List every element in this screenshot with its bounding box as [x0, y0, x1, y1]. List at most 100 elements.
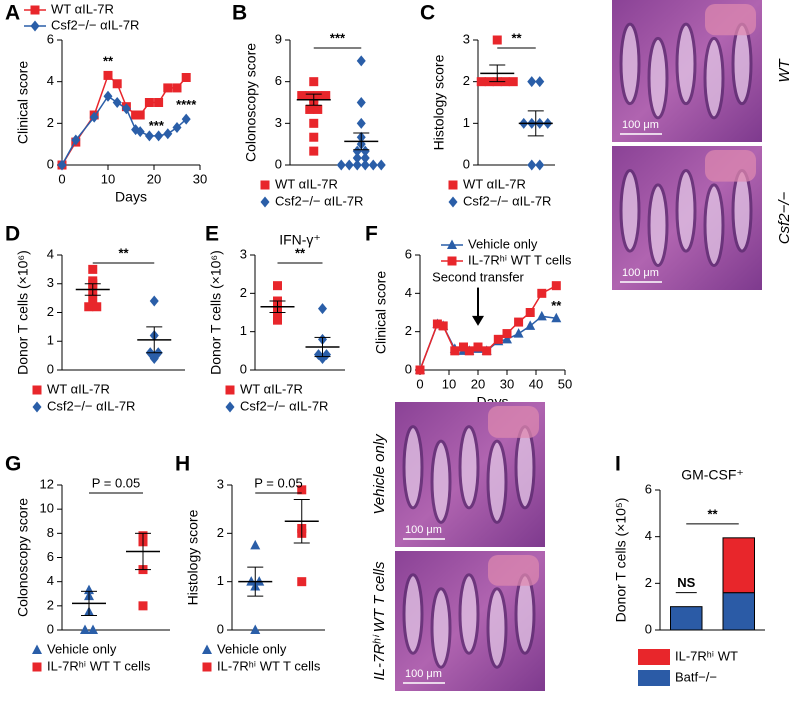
crypt	[402, 573, 424, 655]
panel-letter: E	[205, 223, 219, 246]
crypt	[647, 183, 669, 268]
point	[415, 365, 425, 375]
y-tick-label: 3	[217, 476, 224, 491]
y-axis-label: Clinical score	[373, 271, 389, 354]
point	[297, 485, 307, 495]
point	[149, 295, 159, 307]
legend-label: Batf−/−	[675, 669, 717, 684]
y-axis-label: Clinical score	[15, 61, 31, 144]
y-axis-label: Colonoscopy score	[15, 498, 31, 617]
point	[356, 97, 366, 108]
point	[103, 70, 113, 80]
point	[181, 73, 191, 82]
x-tick-label: 0	[416, 376, 423, 391]
point	[344, 159, 354, 171]
legend-label: Csf2−/− αIL-7R	[463, 193, 551, 208]
point	[352, 145, 362, 157]
point	[356, 55, 366, 67]
point	[313, 104, 323, 114]
y-tick-label: 9	[275, 31, 282, 46]
point	[88, 624, 98, 634]
legend-label: WT αIL-7R	[47, 381, 110, 396]
y-tick-label: 0	[217, 621, 224, 636]
scale-label: 100 μm	[622, 267, 659, 279]
point	[309, 77, 319, 87]
point	[360, 145, 370, 157]
crypt	[675, 22, 697, 106]
legend-label: WT αIL-7R	[240, 381, 303, 396]
y-tick-label: 4	[47, 573, 54, 588]
bar-segment	[722, 537, 755, 594]
y-tick-label: 2	[217, 525, 224, 540]
point	[360, 152, 370, 164]
y-tick-label: 1	[240, 323, 247, 338]
x-tick-label: 0	[58, 171, 65, 186]
legend-marker	[225, 401, 235, 413]
x-tick-label: 10	[442, 376, 456, 391]
legend-marker	[202, 644, 212, 654]
point	[318, 303, 327, 315]
point	[352, 152, 362, 164]
point	[71, 134, 81, 146]
y-tick-label: 0	[405, 361, 412, 376]
y-axis-label: Donor T cells (×10⁵)	[613, 498, 629, 623]
annotation: NS	[677, 575, 695, 590]
legend-marker	[32, 662, 42, 672]
crypt	[486, 587, 508, 669]
point	[502, 329, 512, 339]
y-tick-label: 10	[40, 501, 54, 516]
point	[309, 132, 319, 142]
crypt	[619, 168, 641, 253]
legend-marker	[447, 239, 457, 249]
y-axis-label: Donor T cells (×10⁶)	[208, 250, 224, 375]
legend-swatch	[638, 649, 670, 665]
legend-marker	[260, 196, 270, 208]
crypt	[458, 425, 480, 510]
point	[537, 288, 547, 298]
image-label: WT	[776, 58, 793, 83]
legend-marker	[448, 196, 458, 208]
significance: **	[118, 245, 129, 260]
x-tick-label: 30	[193, 171, 207, 186]
y-tick-label: 2	[405, 323, 412, 338]
panel-letter: A	[5, 2, 20, 25]
y-tick-label: 1	[463, 115, 470, 130]
significance: ***	[330, 30, 346, 45]
point	[112, 79, 122, 89]
eosin-region	[488, 555, 539, 586]
y-tick-label: 0	[47, 361, 54, 376]
point	[144, 98, 154, 107]
legend-label: Vehicle only	[217, 641, 287, 656]
point	[535, 159, 545, 171]
y-axis-label: Histology score	[185, 509, 201, 605]
point	[163, 128, 173, 140]
y-tick-label: 6	[275, 73, 282, 88]
point	[273, 315, 282, 325]
legend-marker	[32, 401, 42, 413]
annotation: ****	[176, 97, 197, 112]
point	[318, 353, 327, 364]
y-tick-label: 6	[645, 481, 652, 496]
point	[144, 130, 154, 142]
crypt	[703, 183, 725, 268]
point	[482, 346, 492, 356]
legend-label: Csf2−/− αIL-7R	[275, 193, 363, 208]
point	[89, 111, 99, 123]
legend-label: IL-7Rʰⁱ WT T cells	[217, 658, 321, 673]
point	[525, 320, 536, 330]
point	[502, 333, 512, 344]
point	[438, 321, 448, 331]
image-label: Vehicle only	[371, 433, 388, 515]
bar-segment	[722, 592, 755, 631]
crypt	[514, 573, 536, 655]
point	[459, 342, 468, 352]
arrow-head	[472, 315, 484, 326]
scale-label: 100 μm	[405, 668, 442, 680]
legend-marker	[32, 385, 42, 395]
legend-label: Csf2−/− αIL-7R	[47, 398, 135, 413]
point	[464, 346, 474, 356]
significance: **	[511, 30, 522, 45]
point	[250, 624, 261, 634]
y-tick-label: 0	[240, 361, 247, 376]
